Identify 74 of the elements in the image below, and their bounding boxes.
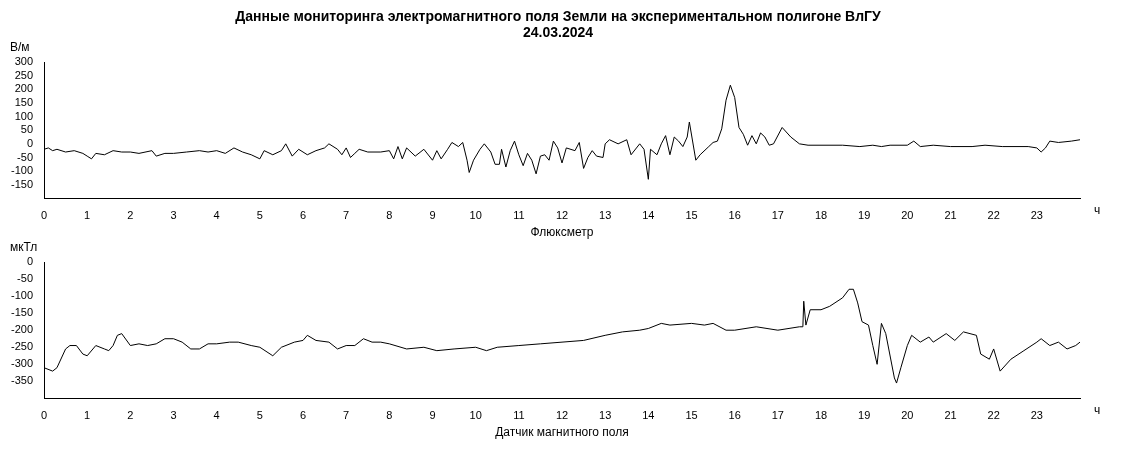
y-tick-label: 300: [14, 55, 34, 68]
x-tick-label: 16: [728, 409, 741, 422]
x-tick-label: 0: [40, 209, 48, 222]
x-tick-label: 4: [213, 209, 220, 222]
x-tick-label: 15: [685, 209, 698, 222]
y-tick-label: -100: [10, 164, 34, 177]
x-tick-label: 7: [343, 409, 350, 422]
x-tick-label: 19: [858, 209, 871, 222]
x-tick-label: 15: [685, 409, 698, 422]
y-tick-label: -150: [10, 177, 34, 190]
x-tick-label: 16: [728, 209, 741, 222]
x-tick-label: 0: [40, 409, 48, 422]
y-tick-label: 250: [14, 68, 34, 81]
y-tick-label: -350: [10, 374, 34, 387]
y-tick-label: -150: [10, 306, 34, 319]
x-tick-label: 9: [429, 209, 436, 222]
y-tick-label: 0: [26, 136, 34, 149]
x-tick-label: 14: [642, 209, 655, 222]
x-tick-label: 2: [127, 209, 134, 222]
x-axis-title: Датчик магнитного поля: [495, 425, 629, 440]
x-axis-title: Флюксметр: [530, 225, 594, 240]
x-tick-label: 8: [386, 209, 393, 222]
x-tick-label: 19: [858, 409, 871, 422]
x-tick-label: 4: [213, 409, 220, 422]
text: ч: [1094, 402, 1101, 417]
x-tick-label: 20: [901, 409, 914, 422]
x-tick-label: 21: [944, 209, 957, 222]
y-tick-label: 150: [14, 95, 34, 108]
x-tick-label: 3: [170, 209, 177, 222]
x-tick-label: 2: [127, 409, 134, 422]
y-tick-label: 100: [14, 109, 34, 122]
chart-title: Данные мониторинга электромагнитного поля Земли на экспериментальном полигоне ВлГУ: [234, 8, 882, 24]
x-tick-label: 18: [814, 209, 828, 222]
x-tick-label: 13: [599, 409, 612, 422]
x-tick-label: 12: [555, 209, 569, 222]
y-tick-label: -50: [17, 272, 34, 285]
x-tick-label: 12: [555, 409, 569, 422]
x-tick-label: 10: [469, 209, 482, 222]
y-tick-label: -100: [10, 289, 34, 302]
x-tick-label: 17: [771, 209, 784, 222]
x-tick-label: 6: [299, 409, 307, 422]
y-tick-label: 0: [26, 255, 34, 268]
y-tick-label: -50: [17, 150, 34, 163]
x-tick-label: 6: [299, 209, 307, 222]
x-tick-label: 17: [771, 409, 784, 422]
y-tick-label: 200: [14, 82, 34, 95]
y-axis-title: мкТл: [10, 240, 38, 255]
y-tick-label: -200: [10, 323, 34, 336]
x-tick-label: 23: [1030, 409, 1043, 422]
x-tick-label: 22: [987, 409, 1000, 422]
x-tick-label: 5: [256, 209, 263, 222]
x-tick-label: 8: [386, 409, 393, 422]
y-tick-label: 50: [20, 123, 34, 136]
x-tick-label: 11: [513, 209, 525, 222]
x-tick-label: 3: [170, 409, 177, 422]
x-tick-label: 21: [944, 409, 957, 422]
y-tick-label: -250: [10, 340, 34, 353]
x-tick-label: 13: [599, 209, 612, 222]
x-tick-label: 1: [84, 209, 91, 222]
x-tick-label: 1: [84, 409, 91, 422]
y-axis-title: В/м: [10, 40, 30, 55]
x-tick-label: 5: [256, 409, 263, 422]
chart-subtitle: 24.03.2024: [521, 24, 595, 40]
x-tick-label: 14: [642, 409, 655, 422]
y-tick-label: -300: [10, 357, 34, 370]
x-tick-label: 22: [987, 209, 1000, 222]
x-tick-label: 23: [1030, 209, 1043, 222]
x-tick-label: 10: [469, 409, 482, 422]
x-tick-label: 7: [343, 209, 350, 222]
x-tick-label: 9: [429, 409, 436, 422]
text: ч: [1094, 202, 1101, 217]
x-tick-label: 20: [901, 209, 914, 222]
x-tick-label: 11: [513, 409, 525, 422]
x-tick-label: 18: [814, 409, 828, 422]
